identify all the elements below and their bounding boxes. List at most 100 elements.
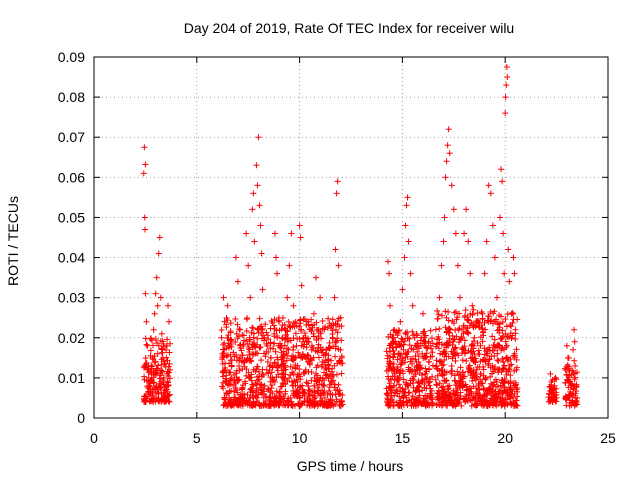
data-point — [405, 390, 412, 397]
data-point — [249, 324, 256, 331]
data-point — [259, 325, 266, 332]
data-point — [494, 344, 501, 351]
data-point — [222, 360, 229, 367]
data-point — [224, 390, 231, 397]
data-point — [511, 270, 518, 277]
data-point — [264, 358, 271, 365]
data-point — [383, 385, 390, 392]
data-point — [330, 377, 337, 384]
data-point — [284, 402, 291, 409]
data-point — [506, 366, 513, 373]
data-point — [250, 190, 257, 197]
data-point — [327, 390, 334, 397]
data-point — [260, 372, 267, 379]
data-point — [145, 378, 152, 385]
data-point — [147, 390, 154, 397]
data-point — [301, 398, 308, 405]
data-point — [156, 234, 163, 241]
data-point — [563, 342, 570, 349]
data-point — [442, 324, 449, 331]
data-point — [303, 344, 310, 351]
data-point — [334, 360, 341, 367]
data-point — [241, 390, 248, 397]
data-point — [501, 387, 508, 394]
data-point — [272, 348, 279, 355]
data-point — [261, 337, 268, 344]
data-point — [480, 366, 487, 373]
data-point — [409, 302, 416, 309]
data-point — [463, 357, 470, 364]
y-tick-label: 0.03 — [58, 290, 85, 306]
data-point — [486, 356, 493, 363]
data-point — [267, 325, 274, 332]
data-point — [296, 366, 303, 373]
data-point — [485, 313, 492, 320]
data-point — [221, 401, 228, 408]
data-point — [551, 395, 558, 402]
data-point — [403, 351, 410, 358]
data-point — [165, 302, 172, 309]
data-point — [314, 377, 321, 384]
data-point — [152, 369, 159, 376]
data-point — [507, 372, 514, 379]
data-point — [405, 382, 412, 389]
data-point — [236, 355, 243, 362]
data-point — [479, 338, 486, 345]
data-point — [320, 390, 327, 397]
data-point — [509, 309, 516, 316]
data-point — [498, 402, 505, 409]
data-point — [297, 234, 304, 241]
data-point — [236, 326, 243, 333]
data-point — [493, 378, 500, 385]
data-point — [551, 382, 558, 389]
data-point — [445, 317, 452, 324]
data-point — [461, 337, 468, 344]
data-point — [250, 334, 257, 341]
data-point — [571, 376, 578, 383]
data-point — [504, 401, 511, 408]
data-point — [450, 206, 457, 213]
data-point — [155, 396, 162, 403]
data-point — [426, 358, 433, 365]
data-point — [383, 390, 390, 397]
data-point — [473, 366, 480, 373]
data-point — [143, 341, 150, 348]
data-point — [409, 355, 416, 362]
data-point — [275, 371, 282, 378]
data-point — [256, 344, 263, 351]
data-point — [446, 150, 453, 157]
data-point — [332, 246, 339, 253]
data-point — [317, 330, 324, 337]
data-point — [417, 337, 424, 344]
data-point — [141, 226, 148, 233]
data-point — [286, 262, 293, 269]
data-point — [158, 368, 165, 375]
data-point — [316, 354, 323, 361]
data-point — [412, 389, 419, 396]
data-point — [144, 342, 151, 349]
data-point — [385, 258, 392, 265]
data-point — [315, 326, 322, 333]
data-point — [441, 348, 448, 355]
data-point — [299, 382, 306, 389]
data-point — [303, 338, 310, 345]
data-point — [444, 142, 451, 149]
data-point — [563, 394, 570, 401]
data-point — [253, 366, 260, 373]
data-point — [223, 353, 230, 360]
data-point — [150, 342, 157, 349]
data-point — [428, 345, 435, 352]
data-point — [467, 388, 474, 395]
data-point — [393, 386, 400, 393]
data-point — [494, 350, 501, 357]
data-point — [274, 334, 281, 341]
data-point — [472, 377, 479, 384]
data-point — [327, 396, 334, 403]
data-point — [460, 346, 467, 353]
data-point — [408, 402, 415, 409]
data-point — [152, 336, 159, 343]
data-point — [319, 375, 326, 382]
data-point — [288, 355, 295, 362]
data-point — [390, 398, 397, 405]
data-point — [141, 214, 148, 221]
